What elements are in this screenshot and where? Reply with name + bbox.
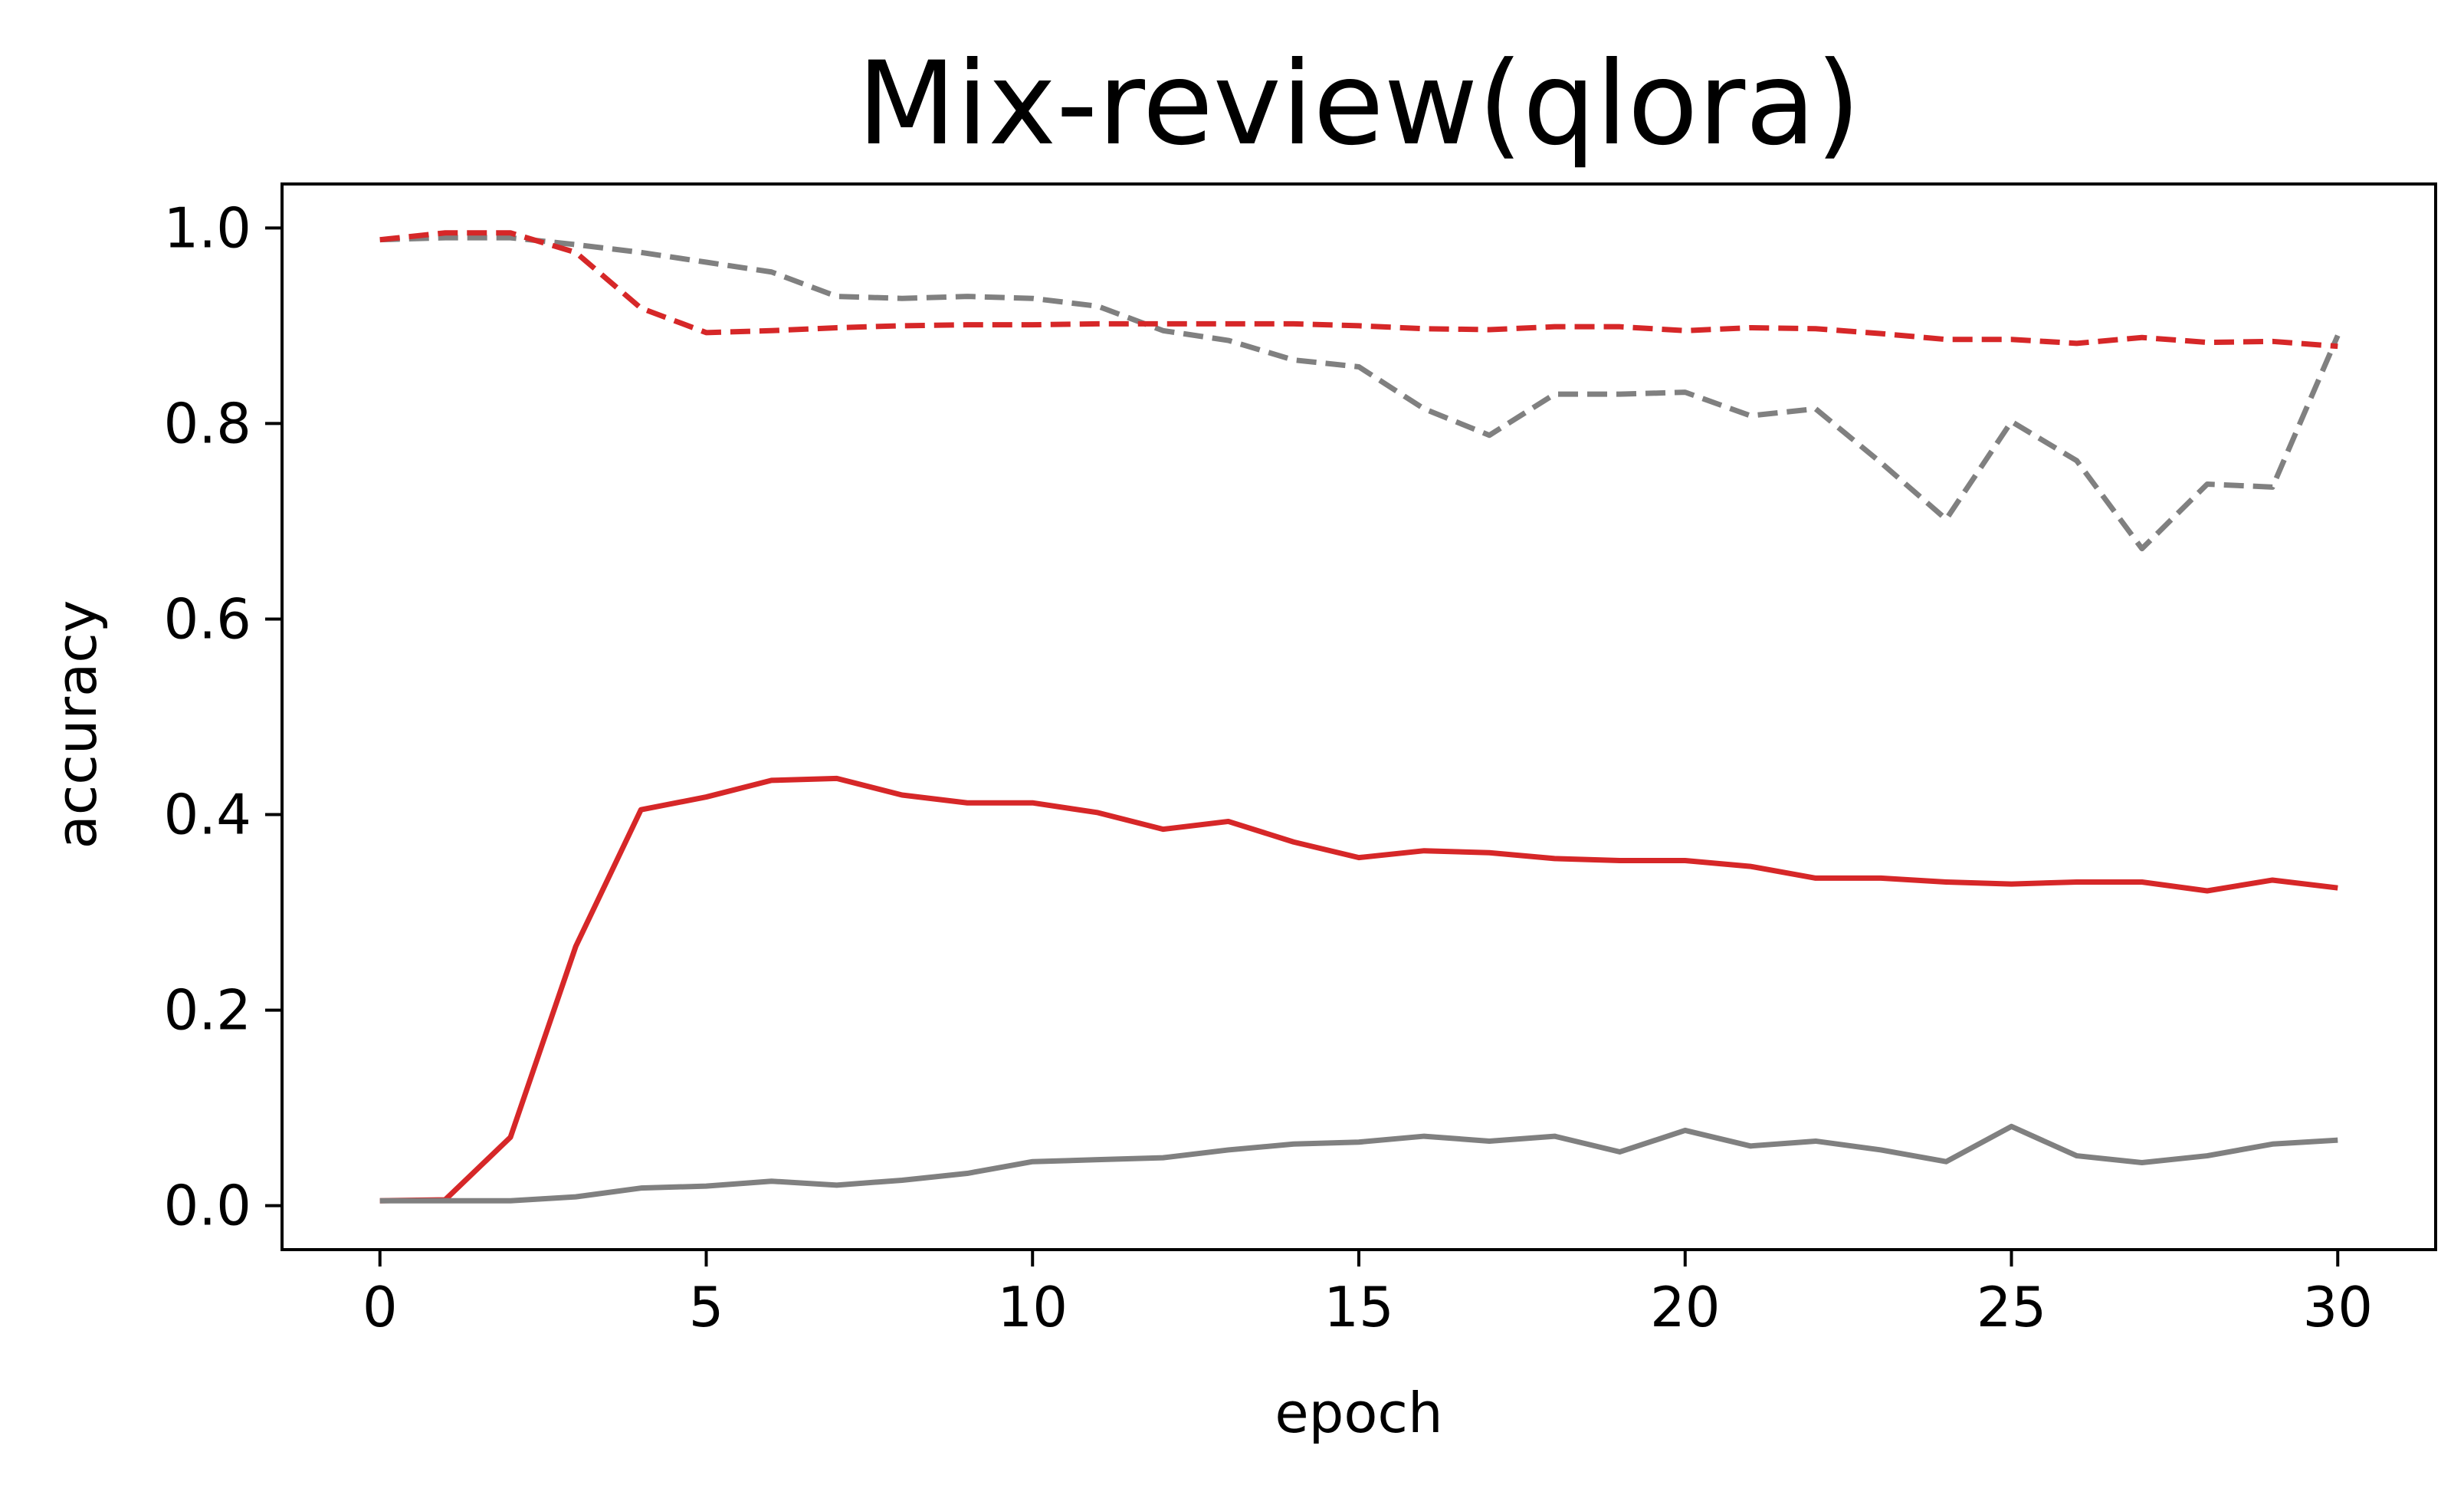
x-axis-label: epoch — [1275, 1381, 1442, 1445]
y-axis-label: accuracy — [44, 600, 109, 849]
y-tick-label: 0.2 — [163, 978, 251, 1043]
y-tick-label: 0.8 — [163, 391, 251, 455]
y-axis-ticks: 0.0 0.2 0.4 0.6 0.8 1.0 — [163, 195, 282, 1238]
x-tick-label: 25 — [1977, 1275, 2047, 1339]
series-line-3 — [379, 775, 2338, 1204]
y-tick-label: 0.4 — [163, 783, 251, 847]
x-axis-ticks: 0 5 10 15 20 25 30 — [363, 1250, 2373, 1339]
x-tick-label: 5 — [689, 1275, 724, 1339]
series-line-1 — [379, 235, 2341, 552]
plot-frame — [281, 182, 2437, 1251]
x-tick-label: 20 — [1650, 1275, 1721, 1339]
x-tick-label: 10 — [997, 1275, 1068, 1339]
x-tick-label: 0 — [363, 1275, 398, 1339]
y-tick-label: 0.6 — [163, 586, 251, 651]
series-line-2 — [379, 230, 2338, 350]
x-tick-label: 15 — [1324, 1275, 1394, 1339]
series-line-4 — [379, 1123, 2338, 1204]
chart-title: Mix-review(qlora) — [857, 38, 1860, 171]
y-tick-label: 1.0 — [163, 195, 251, 260]
x-tick-label: 30 — [2302, 1275, 2373, 1339]
series-layer — [379, 230, 2341, 1204]
y-tick-label: 0.0 — [163, 1174, 251, 1238]
